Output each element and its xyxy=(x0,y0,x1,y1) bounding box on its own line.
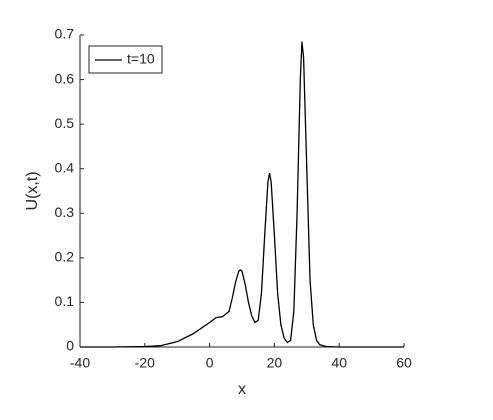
data-line xyxy=(80,41,404,348)
x-axis-label: x xyxy=(238,381,246,398)
x-tick-label: 40 xyxy=(331,355,347,371)
y-tick-label: 0.6 xyxy=(55,70,75,86)
x-tick-label: 0 xyxy=(206,355,214,371)
legend-label: t=10 xyxy=(127,51,155,67)
y-axis-label: U(x,t) xyxy=(24,171,41,210)
x-tick-label: -40 xyxy=(70,355,90,371)
y-tick-label: 0.2 xyxy=(55,249,75,265)
y-tick-label: 0.4 xyxy=(55,159,75,175)
y-tick-label: 0.1 xyxy=(55,293,75,309)
y-tick-label: 0.5 xyxy=(55,115,75,131)
x-tick-label: 20 xyxy=(267,355,283,371)
x-tick-label: -20 xyxy=(135,355,155,371)
y-tick-label: 0 xyxy=(66,338,74,354)
y-tick-label: 0.3 xyxy=(55,204,75,220)
x-tick-label: 60 xyxy=(396,355,412,371)
y-tick-label: 0.7 xyxy=(55,26,75,42)
